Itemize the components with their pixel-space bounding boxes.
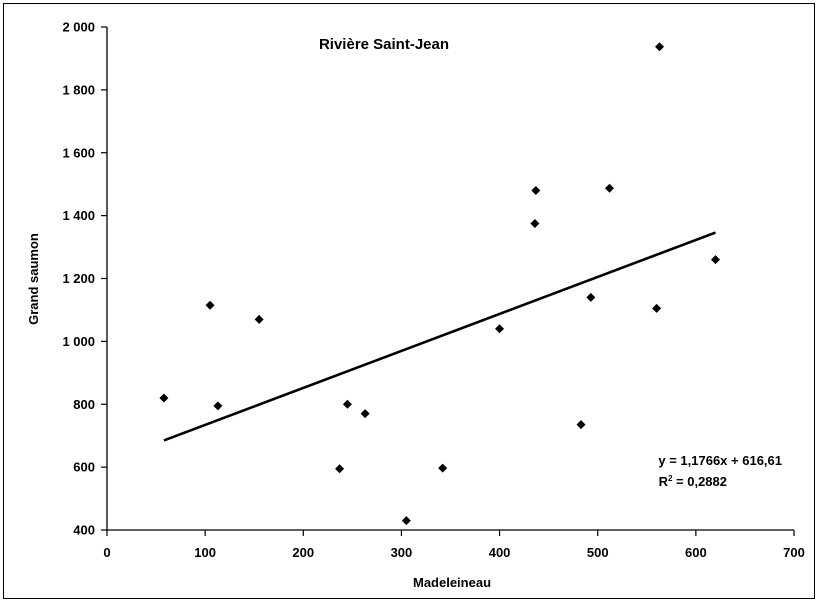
x-tick-label: 0 — [103, 545, 110, 560]
x-tick-label: 300 — [391, 545, 413, 560]
data-point — [576, 420, 586, 430]
scatter-chart: Rivière Saint-Jean 400 600 800 1 000 1 200 1 … — [26, 20, 805, 591]
data-point — [205, 300, 215, 310]
y-tick-label: 400 — [73, 523, 95, 538]
y-axis-title: Grand saumon — [26, 233, 41, 325]
data-point — [401, 516, 411, 526]
y-tick-label: 800 — [73, 397, 95, 412]
data-points — [159, 42, 720, 526]
data-point — [438, 463, 448, 473]
x-tick-label: 600 — [685, 545, 707, 560]
data-point — [254, 314, 264, 324]
x-tick-label: 400 — [489, 545, 511, 560]
data-point — [159, 393, 169, 403]
data-point — [342, 399, 352, 409]
y-tick-label: 1 800 — [62, 82, 95, 97]
chart-title: Rivière Saint-Jean — [319, 36, 449, 53]
data-point — [495, 324, 505, 334]
y-tick-label: 1 000 — [62, 334, 95, 349]
y-tick-label: 1 600 — [62, 145, 95, 160]
data-point — [586, 292, 596, 302]
x-axis-title: Madeleineau — [413, 575, 491, 590]
trendline — [163, 231, 716, 442]
trendline-equation: y = 1,1766x + 616,61 — [658, 453, 782, 468]
data-point — [213, 401, 223, 411]
chart-frame: Rivière Saint-Jean 400 600 800 1 000 1 200 1 … — [3, 3, 815, 599]
data-point — [652, 303, 662, 313]
y-tick-label: 2 000 — [62, 20, 95, 35]
r-squared-label: R2 = 0,2882 — [659, 474, 727, 489]
x-tick-label: 700 — [783, 545, 805, 560]
data-point — [335, 464, 345, 474]
data-point — [710, 255, 720, 265]
data-point — [360, 409, 370, 419]
data-point — [530, 218, 540, 228]
data-point — [655, 42, 665, 52]
x-tick-label: 500 — [587, 545, 609, 560]
y-axis-ticks: 400 600 800 1 000 1 200 1 400 1 600 1 800 2 000 — [62, 20, 107, 538]
x-tick-label: 200 — [292, 545, 314, 560]
y-tick-label: 600 — [73, 460, 95, 475]
x-tick-label: 100 — [194, 545, 216, 560]
y-tick-label: 1 400 — [62, 208, 95, 223]
y-tick-label: 1 200 — [62, 271, 95, 286]
data-point — [531, 185, 541, 195]
data-point — [604, 183, 614, 193]
x-axis-ticks: 0 100 200 300 400 500 600 700 — [103, 530, 805, 560]
